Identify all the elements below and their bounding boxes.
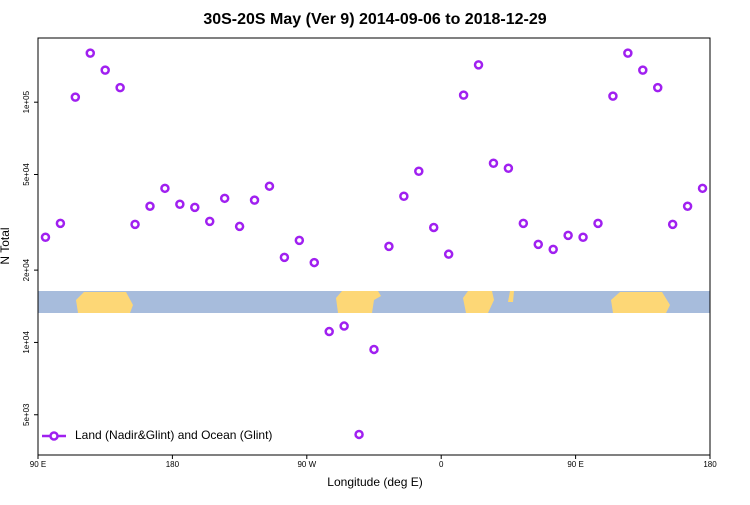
chart-title: 30S-20S May (Ver 9) 2014-09-06 to 2018-1… [203,11,546,28]
y-tick-label: 1e+04 [22,331,31,354]
data-point [548,244,558,255]
x-tick-label: 90 E [567,460,583,469]
x-tick-label: 90 W [297,460,316,469]
x-tick-label: 180 [703,460,717,469]
data-point [115,82,125,93]
data-point [249,195,260,205]
data-point [578,232,588,243]
data-point [55,218,66,229]
legend-label: Land (Nadir&Glint) and Ocean (Glint) [75,428,272,442]
data-point [473,60,484,70]
data-point [294,235,305,246]
data-point [145,201,155,211]
data-point [503,163,514,173]
data-point [324,326,334,337]
legend-marker [49,431,59,441]
data-point [652,82,663,93]
data-point [563,230,573,241]
data-point [458,90,469,100]
data-point [234,221,245,232]
y-tick-label: 1e+05 [22,90,31,113]
data-point [518,218,529,229]
data-point [204,216,215,227]
y-tick-label: 2e+04 [22,258,31,281]
data-point [682,201,693,211]
data-point [399,191,409,201]
data-point [697,183,708,194]
data-point [160,183,170,194]
data-point [593,218,603,229]
data-point [309,257,320,268]
data-point [175,199,185,209]
data-point [623,48,633,58]
data-point [488,158,499,168]
data-point [339,321,349,331]
data-point [354,429,364,440]
data-point [638,65,648,75]
map-band [38,291,710,313]
data-point [40,232,51,243]
data-point [130,219,140,230]
x-tick-label: 0 [439,460,444,469]
data-point [428,222,439,233]
data-point [608,91,618,101]
x-tick-label: 180 [166,460,180,469]
data-point [667,219,678,230]
data-point [279,252,290,263]
data-point [369,344,379,355]
data-point [85,48,96,58]
y-axis-label: N Total [0,227,12,264]
x-tick-label: 90 E [30,460,46,469]
y-tick-label: 5e+04 [22,163,31,186]
data-point [190,202,200,213]
plot-frame [37,37,711,456]
data-point [70,92,81,102]
x-axis-label: Longitude (deg E) [327,475,422,489]
data-point [384,241,394,252]
data-point [414,166,424,176]
data-point [100,65,110,75]
data-point [219,193,230,204]
data-point [443,249,454,259]
data-point [533,239,544,250]
data-point [264,181,275,191]
y-tick-label: 5e+03 [22,403,31,426]
